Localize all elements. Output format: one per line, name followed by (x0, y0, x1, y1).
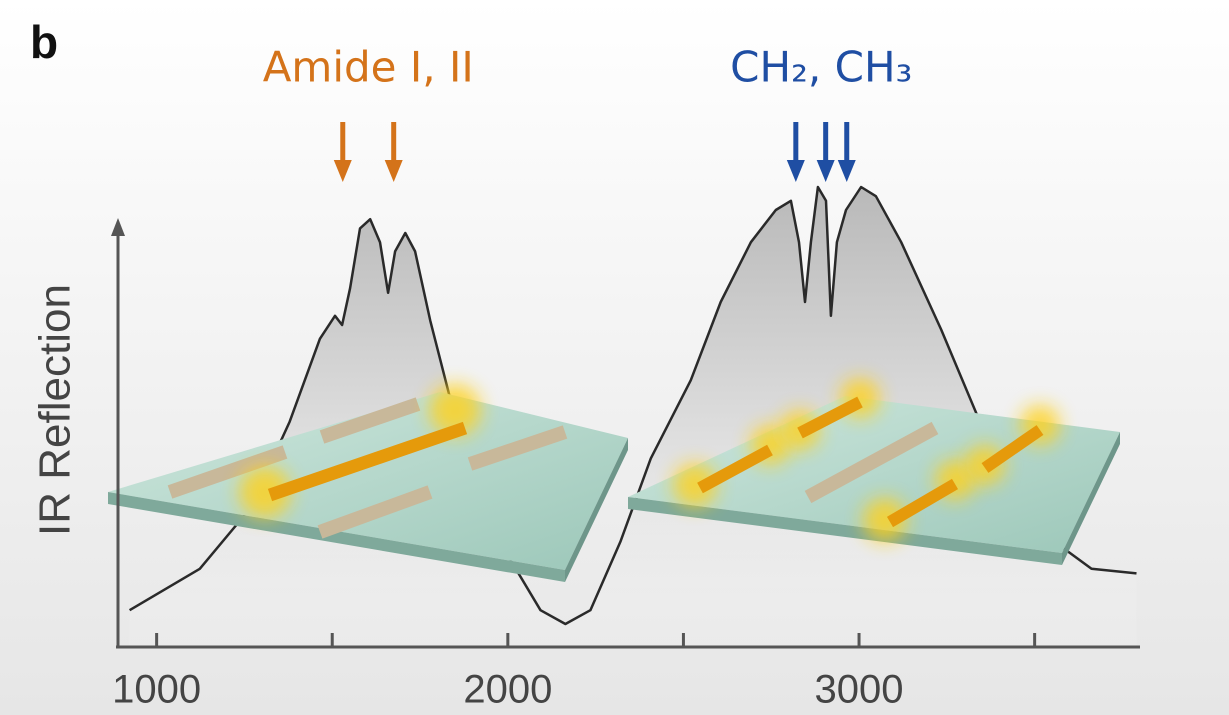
x-tick-label: 3000 (815, 668, 904, 712)
figure: 1000 2000 3000 b IR Reflection Amide I, II… (0, 0, 1229, 715)
annotation-label: CH₂, CH₃ (730, 43, 912, 92)
x-tick-label: 2000 (463, 668, 552, 712)
annotation-label: Amide I, II (263, 43, 474, 92)
x-tick-label: 1000 (112, 668, 201, 712)
panel-label: b (30, 16, 58, 68)
y-axis-label: IR Reflection (31, 284, 80, 536)
